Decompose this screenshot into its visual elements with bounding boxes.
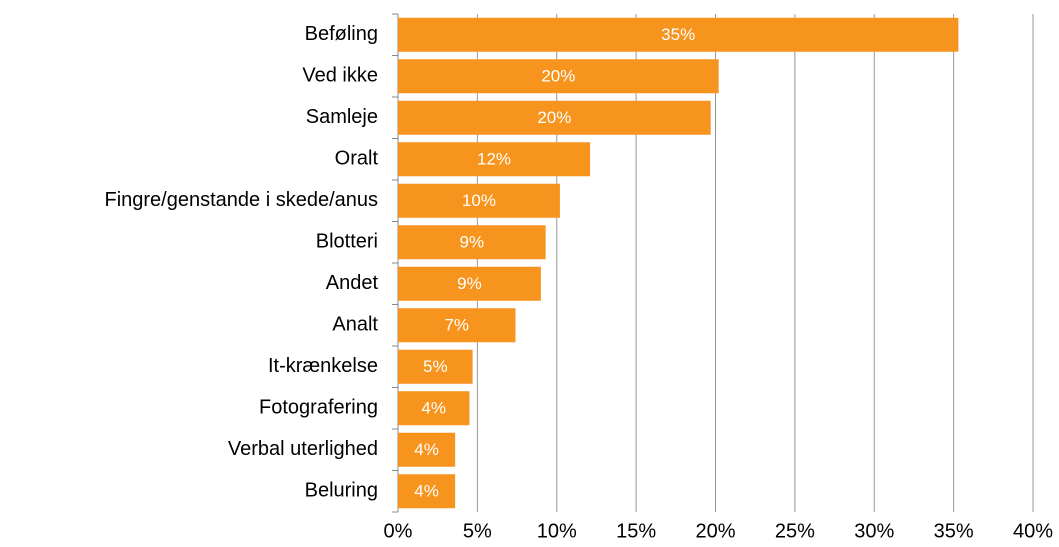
y-tick-label: It-krænkelse <box>268 355 378 377</box>
x-tick-label: 20% <box>695 520 735 542</box>
x-tick-label: 30% <box>854 520 894 542</box>
data-label: 9% <box>457 274 482 293</box>
data-label: 12% <box>477 150 511 169</box>
bar <box>398 349 473 384</box>
y-tick-label: Analt <box>332 314 378 336</box>
bar <box>398 432 456 467</box>
data-label: 35% <box>661 25 695 44</box>
bar <box>398 142 591 177</box>
data-label: 20% <box>537 108 571 127</box>
bar <box>398 308 516 343</box>
y-tick-label: Beføling <box>305 23 378 45</box>
bar <box>398 474 456 509</box>
y-tick-label: Oralt <box>335 148 379 170</box>
y-tick-label: Blotteri <box>316 231 378 253</box>
bar <box>398 266 541 301</box>
y-tick-label: Samleje <box>306 106 378 128</box>
y-tick-label: Fingre/genstande i skede/anus <box>104 189 378 211</box>
bar <box>398 225 546 260</box>
y-tick-label: Ved ikke <box>302 65 378 87</box>
x-tick-label: 15% <box>616 520 656 542</box>
y-tick-label: Beluring <box>305 480 378 502</box>
data-label: 9% <box>460 233 485 252</box>
y-tick-label: Fotografering <box>259 397 378 419</box>
x-tick-label: 35% <box>934 520 974 542</box>
x-tick-label: 25% <box>775 520 815 542</box>
bar <box>398 391 470 426</box>
bar <box>398 59 719 94</box>
y-tick-label: Andet <box>326 272 379 294</box>
y-tick-label: Verbal uterlighed <box>228 438 378 460</box>
data-label: 10% <box>462 191 496 210</box>
x-tick-label: 5% <box>463 520 492 542</box>
x-tick-label: 40% <box>1013 520 1053 542</box>
data-label: 4% <box>414 440 439 459</box>
bar <box>398 183 560 218</box>
data-label: 4% <box>414 482 439 501</box>
x-tick-label: 0% <box>384 520 413 542</box>
x-tick-label: 10% <box>537 520 577 542</box>
data-label: 4% <box>421 399 446 418</box>
data-label: 5% <box>423 357 448 376</box>
bar <box>398 100 711 135</box>
data-label: 7% <box>444 316 469 335</box>
bar <box>398 17 959 52</box>
data-label: 20% <box>541 67 575 86</box>
